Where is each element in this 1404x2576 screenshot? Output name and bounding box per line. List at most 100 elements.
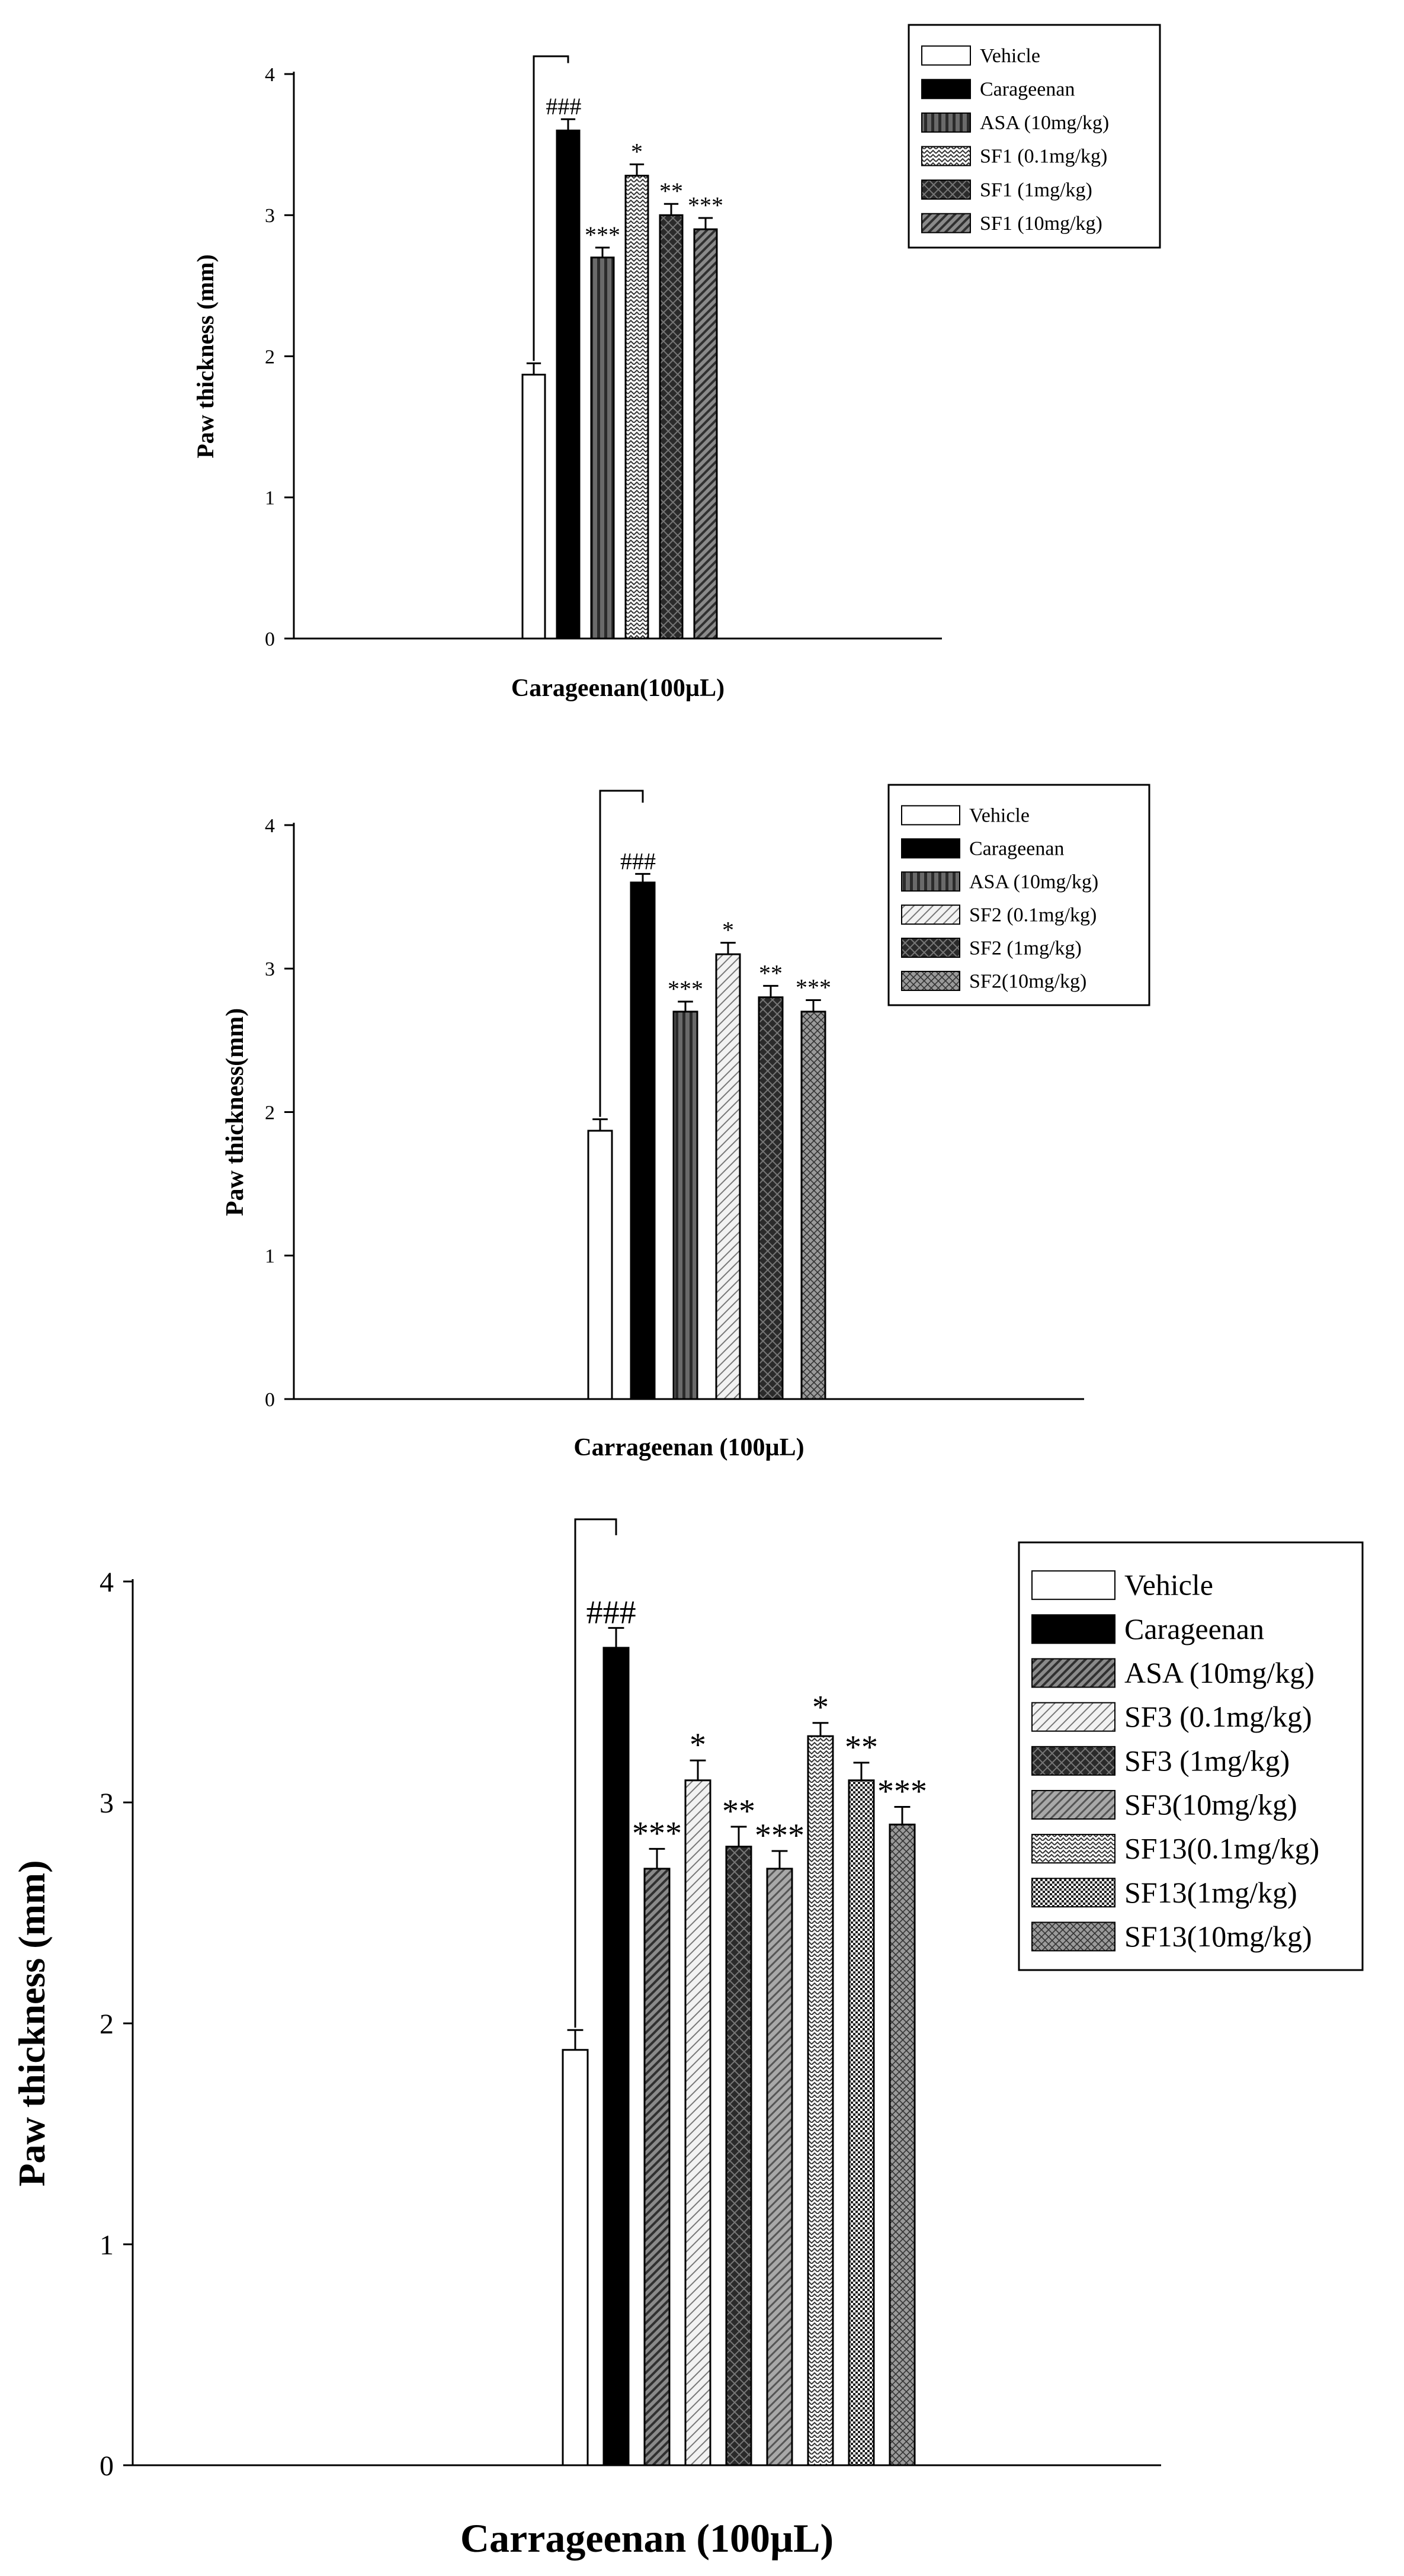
legend-label: Carageenan (980, 79, 1075, 101)
bar (684, 1779, 711, 2466)
bar (624, 175, 649, 640)
legend-label: SF13(10mg/kg) (1124, 1920, 1312, 1953)
bar (848, 1779, 875, 2466)
chart-1: 0 1 2 3 4 Carageenan(100µL) Paw thickness (mm)… (192, 24, 1161, 702)
legend-swatch (1031, 1614, 1115, 1644)
legend-swatch (1031, 1570, 1115, 1600)
y-tick-label: 4 (265, 815, 275, 837)
bar (725, 1846, 752, 2466)
legend-label: ASA (10mg/kg) (969, 871, 1098, 893)
x-axis-label: Carageenan(100µL) (511, 675, 725, 702)
legend-label: ASA (10mg/kg) (980, 112, 1109, 134)
legend-swatch (901, 938, 960, 958)
bar (672, 1010, 698, 1400)
legend-label: Vehicle (980, 45, 1040, 67)
bar (889, 1823, 916, 2466)
legend-swatch (901, 971, 960, 992)
bar (630, 881, 656, 1400)
y-tick-label: 1 (265, 487, 275, 509)
legend-swatch (1031, 1921, 1115, 1952)
legend-label: SF2(10mg/kg) (969, 970, 1086, 992)
legend-label: SF3 (1mg/kg) (1124, 1744, 1290, 1777)
significance-bracket (533, 55, 569, 361)
y-tick-label: 4 (265, 64, 275, 86)
legend-swatch (921, 45, 971, 66)
chart-3: 0 1 2 3 4 Carrageenan (100µL) Paw thickness (m… (11, 1518, 1364, 2561)
legend-swatch (921, 146, 971, 166)
significance-label: *** (632, 1815, 682, 1852)
y-tick-label: 4 (100, 1567, 114, 1598)
legend-swatch (901, 805, 960, 826)
y-axis-label: Paw thickness (mm) (11, 1860, 53, 2186)
significance-label: * (631, 138, 643, 165)
significance-label: ** (759, 960, 783, 986)
y-axis-label: Paw thickness(mm) (222, 1008, 249, 1216)
legend-label: SF1 (10mg/kg) (980, 213, 1102, 235)
legend-label: SF2 (0.1mg/kg) (969, 904, 1097, 926)
significance-label: *** (668, 976, 703, 1002)
legend-label: Vehicle (1124, 1568, 1213, 1602)
bar (590, 256, 615, 640)
legend-label: SF13(1mg/kg) (1124, 1876, 1297, 1909)
significance-label: ** (659, 178, 683, 204)
significance-label: ### (546, 93, 581, 120)
y-tick-label: 2 (100, 2009, 114, 2040)
bar (758, 996, 784, 1400)
y-tick-label: 2 (265, 1102, 275, 1124)
chart-2: 0 1 2 3 4 Carrageenan (100µL) Paw thickness(mm… (222, 784, 1150, 1461)
x-axis-label: Carrageenan (100µL) (460, 2516, 834, 2561)
significance-label: ### (620, 848, 656, 874)
significance-bracket (574, 1518, 617, 2028)
bar (800, 1010, 826, 1400)
legend-swatch (921, 179, 971, 200)
legend-label: SF3 (0.1mg/kg) (1124, 1700, 1312, 1733)
significance-label: ### (586, 1594, 636, 1631)
significance-label: * (690, 1727, 706, 1763)
legend-swatch (921, 112, 971, 133)
legend-swatch (901, 871, 960, 892)
y-tick-label: 2 (265, 346, 275, 368)
y-tick-label: 0 (265, 1389, 275, 1411)
significance-label: ** (845, 1729, 878, 1766)
y-tick-label: 3 (100, 1788, 114, 1819)
bar (556, 129, 581, 640)
y-axis-label: Paw thickness (mm) (192, 254, 219, 458)
legend-swatch (901, 904, 960, 925)
significance-label: *** (877, 1773, 927, 1810)
bar (715, 953, 741, 1400)
legend-label: SF13(0.1mg/kg) (1124, 1832, 1319, 1865)
legend-label: Vehicle (969, 805, 1030, 827)
legend-swatch (901, 838, 960, 859)
legend-label: ASA (10mg/kg) (1124, 1656, 1315, 1689)
bar (807, 1735, 834, 2466)
significance-label: *** (688, 192, 723, 219)
bar (602, 1647, 630, 2466)
y-tick-label: 3 (265, 958, 275, 980)
bar (587, 1130, 613, 1400)
charts-root: 0 1 2 3 4 Carageenan(100µL) Paw thickness (mm)… (11, 24, 1364, 2561)
significance-label: *** (796, 974, 831, 1001)
bar (562, 2049, 589, 2466)
legend-swatch (1031, 1789, 1115, 1820)
y-tick-label: 1 (100, 2229, 114, 2261)
significance-label: ** (722, 1793, 755, 1830)
legend-swatch (921, 79, 971, 100)
significance-label: * (722, 917, 734, 944)
legend-swatch (1031, 1702, 1115, 1732)
legend-label: SF3(10mg/kg) (1124, 1788, 1297, 1821)
legend-swatch (1031, 1746, 1115, 1776)
bar (693, 228, 718, 640)
bar (521, 373, 546, 640)
legend-label: SF1 (1mg/kg) (980, 179, 1092, 201)
legend-label: Carageenan (1124, 1612, 1264, 1645)
y-tick-label: 0 (100, 2450, 114, 2482)
significance-label: *** (755, 1817, 804, 1854)
bar (643, 1868, 671, 2466)
y-tick-label: 0 (265, 628, 275, 650)
legend-swatch (1031, 1658, 1115, 1688)
significance-label: * (812, 1689, 829, 1726)
y-tick-label: 1 (265, 1246, 275, 1268)
y-tick-label: 3 (265, 205, 275, 227)
legend-swatch (1031, 1878, 1115, 1908)
